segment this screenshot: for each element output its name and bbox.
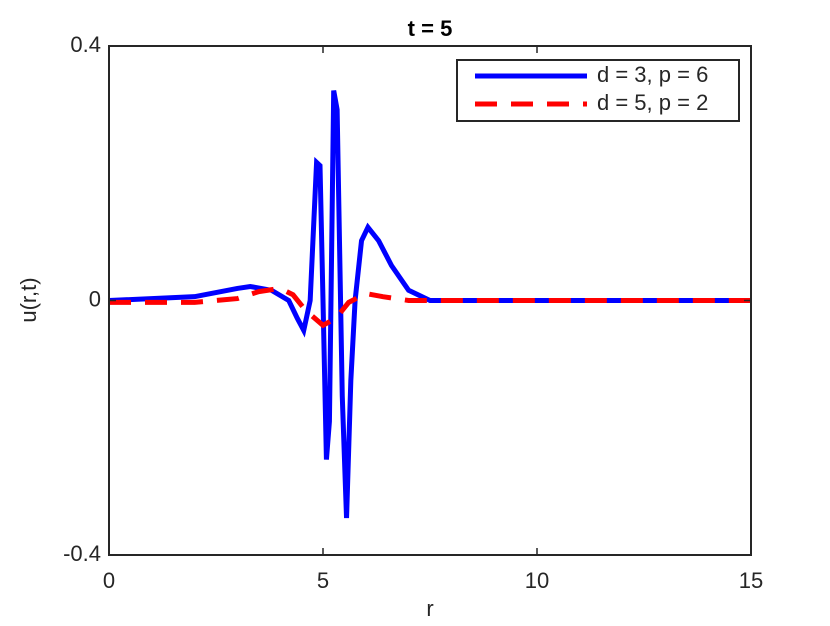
series-line	[109, 285, 751, 329]
legend-label: d = 3, p = 6	[597, 62, 708, 87]
x-tick-label: 15	[739, 568, 763, 593]
legend-label: d = 5, p = 2	[597, 90, 708, 115]
chart-title: t = 5	[408, 16, 453, 41]
x-tick-label: 5	[317, 568, 329, 593]
series-line	[108, 90, 751, 519]
y-tick-label: -0.4	[63, 541, 101, 566]
y-tick-label: 0.4	[70, 32, 101, 57]
y-tick-label: 0	[89, 286, 101, 311]
lines	[108, 90, 751, 519]
x-tick-label: 0	[103, 568, 115, 593]
x-axis-label: r	[426, 596, 433, 621]
y-axis-label: u(r,t)	[16, 277, 41, 322]
legend-box	[456, 59, 740, 122]
x-tick-label: 10	[525, 568, 549, 593]
